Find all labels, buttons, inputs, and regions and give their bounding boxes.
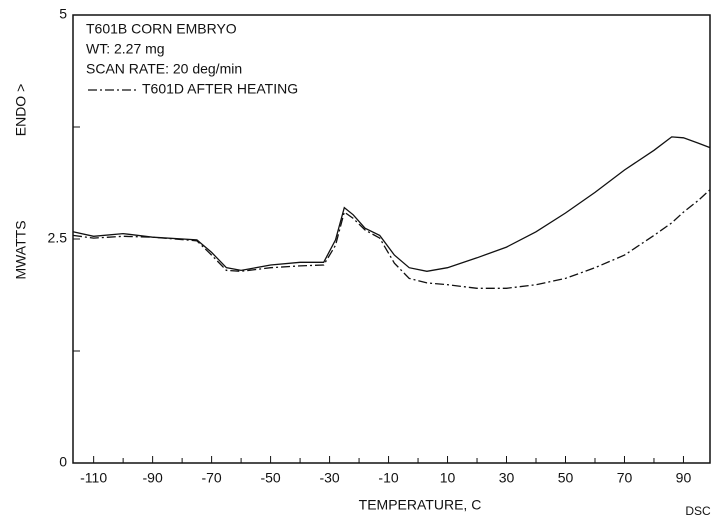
x-tick-label: -30 [319, 470, 339, 486]
x-tick-label: 30 [499, 470, 515, 486]
corner-label: DSC [685, 504, 711, 518]
x-tick-label: -50 [260, 470, 280, 486]
x-tick-label: -10 [378, 470, 398, 486]
y-tick-label: 0 [59, 454, 67, 470]
data-line [72, 189, 711, 289]
x-axis-label: TEMPERATURE, C [359, 497, 482, 513]
x-tick-label: -70 [201, 470, 221, 486]
y-axis-label-2: ENDO > [13, 84, 29, 137]
x-tick-label: 50 [558, 470, 574, 486]
annotation: WT: 2.27 mg [86, 41, 165, 57]
annotation: SCAN RATE: 20 deg/min [86, 61, 242, 77]
chart-title: T601B CORN EMBRYO [86, 21, 237, 37]
y-tick-label: 2.5 [48, 230, 68, 246]
y-tick-label: 5 [59, 6, 67, 22]
x-tick-label: 90 [676, 470, 692, 486]
y-axis-label: MWATTS [13, 220, 29, 279]
x-tick-label: 70 [617, 470, 633, 486]
legend-label: T601D AFTER HEATING [142, 81, 298, 97]
x-tick-label: 10 [440, 470, 456, 486]
data-line [72, 136, 711, 272]
x-tick-label: -110 [80, 470, 107, 486]
x-tick-label: -90 [143, 470, 163, 486]
